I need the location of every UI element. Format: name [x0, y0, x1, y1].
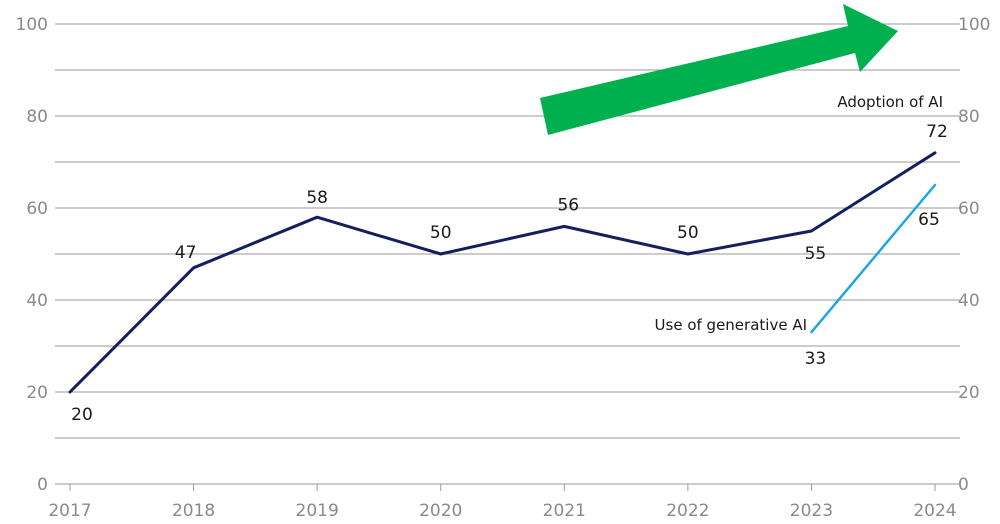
series-line-generative: [810, 183, 937, 334]
series-label-adoption: Adoption of AI: [837, 93, 943, 111]
green-arrow-annotation: [540, 4, 898, 135]
series-line-adoption: [68, 151, 937, 394]
y-tick-label-left: 60: [26, 199, 48, 219]
x-tick-label: 2020: [419, 501, 462, 521]
y-tick-label-left: 0: [37, 475, 48, 495]
gridlines: [55, 23, 960, 485]
x-tick-label: 2023: [790, 501, 833, 521]
data-label: 56: [557, 195, 579, 215]
data-label: 55: [805, 244, 827, 264]
y-tick-label-right: 0: [958, 475, 969, 495]
x-tick-label: 2022: [666, 501, 709, 521]
data-label: 65: [918, 210, 940, 230]
x-axis: 2017 2018 2019 2020 2021 2022 2023 2024: [48, 484, 957, 521]
x-tick-label: 2019: [296, 501, 339, 521]
y-tick-label-left: 80: [26, 107, 48, 127]
y-axis-right: 0 20 40 60 80 100: [958, 15, 990, 495]
y-tick-label-right: 40: [958, 291, 980, 311]
x-tick-label: 2021: [543, 501, 586, 521]
data-label: 72: [926, 122, 948, 142]
y-tick-label-left: 40: [26, 291, 48, 311]
data-label: 33: [805, 349, 827, 369]
y-tick-label-right: 60: [958, 199, 980, 219]
x-tick-label: 2018: [172, 501, 215, 521]
arrow-shape: [540, 4, 898, 135]
x-tick-label: 2024: [913, 501, 956, 521]
series-group: 20 47 58 50 56 50 55 72 Adoption of AI 33 65 Use of…: [68, 93, 948, 425]
data-label: 58: [306, 188, 328, 208]
data-label: 50: [430, 223, 452, 243]
x-tick-label: 2017: [48, 501, 91, 521]
y-tick-label-left: 100: [16, 15, 48, 35]
y-tick-label-right: 20: [958, 383, 980, 403]
y-tick-label-right: 100: [958, 15, 990, 35]
data-label: 20: [71, 405, 93, 425]
y-axis-left: 0 20 40 60 80 100: [16, 15, 48, 495]
series-label-generative: Use of generative AI: [655, 316, 807, 334]
y-tick-label-right: 80: [958, 107, 980, 127]
y-tick-label-left: 20: [26, 383, 48, 403]
data-label: 47: [175, 243, 197, 263]
data-label: 50: [677, 223, 699, 243]
